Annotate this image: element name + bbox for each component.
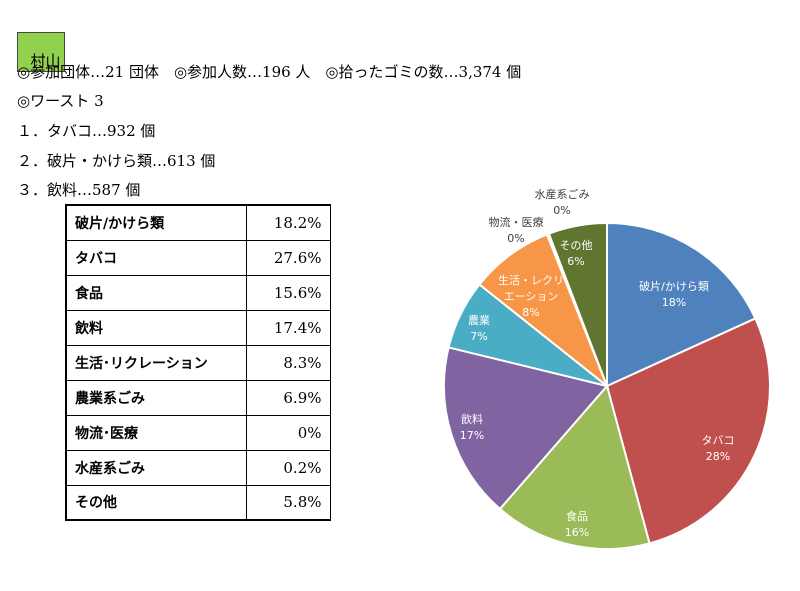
category-percent: 0% (245, 414, 331, 451)
table-row: タバコ 27.6% (65, 239, 331, 276)
pie-slice (498, 383, 651, 550)
worst-item-1: １．タバコ…932 個 (17, 122, 156, 140)
pie-slice-label: その他 6% (560, 239, 593, 268)
category-name: 物流･医療 (65, 414, 247, 451)
table-row: 破片/かけら類 18.2% (65, 204, 331, 241)
pie-slices (443, 221, 771, 550)
summary-line: ◎参加団体…21 団体 ◎参加人数…196 人 ◎拾ったゴミの数…3,374 個 (17, 63, 522, 81)
category-name: 水産系ごみ (65, 449, 247, 486)
category-percent: 0.2% (245, 449, 331, 486)
page-title-text: 村山 (30, 52, 61, 70)
table-row: 食品 15.6% (65, 274, 331, 311)
worst-item-3: ３．飲料…587 個 (17, 181, 141, 199)
table-row: 水産系ごみ 0.2% (65, 449, 331, 486)
category-percent: 5.8% (245, 484, 331, 521)
pie-slice-label: 食品 16% (565, 509, 589, 539)
pie-slice-label: 農業 7% (468, 313, 490, 343)
table-row: 物流･医療 0% (65, 414, 331, 451)
pie-slice-label: 飲料 17% (460, 412, 484, 442)
category-percent: 15.6% (245, 274, 331, 311)
category-percent: 6.9% (245, 379, 331, 416)
category-name: 生活･リクレーション (65, 344, 247, 381)
worst-item-2: ２．破片・かけら類…613 個 (17, 152, 216, 170)
pie-slice-label: 物流・医療 0% (489, 215, 544, 245)
pie-slice-label: 生活・レクリエーション 8% (498, 273, 564, 319)
worst-heading: ◎ワースト 3 (17, 92, 104, 110)
category-table: 破片/かけら類 18.2% タバコ 27.6% 食品 15.6% 飲料 17.4% 生活… (65, 204, 331, 521)
page-title: 村山 (17, 32, 65, 72)
category-name: 飲料 (65, 309, 247, 346)
pie-slice (606, 221, 757, 388)
pie-slice-label: タバコ 28% (702, 434, 735, 463)
category-percent: 8.3% (245, 344, 331, 381)
pie-slice (605, 317, 771, 545)
table-row: 飲料 17.4% (65, 309, 331, 346)
category-name: 食品 (65, 274, 247, 311)
pie-chart: 破片/かけら類 18% タバコ 28% 食品 16% 飲料 17% 農業 7% 生活・レクリエーショ… (443, 187, 771, 550)
pie-slice-label: 破片/かけら類 18% (639, 279, 709, 309)
pie-slice (443, 346, 609, 511)
category-name: その他 (65, 484, 247, 521)
pie-slice (547, 221, 608, 387)
category-name: 農業系ごみ (65, 379, 247, 416)
table-row: その他 5.8% (65, 484, 331, 521)
table-row: 農業系ごみ 6.9% (65, 379, 331, 416)
category-percent: 27.6% (245, 239, 331, 276)
category-name: 破片/かけら類 (65, 204, 247, 241)
category-name: タバコ (65, 239, 247, 276)
pie-slice-label: 水産系ごみ 0% (535, 187, 590, 217)
table-row: 生活･リクレーション 8.3% (65, 344, 331, 381)
category-percent: 17.4% (245, 309, 331, 346)
category-percent: 18.2% (245, 204, 331, 241)
